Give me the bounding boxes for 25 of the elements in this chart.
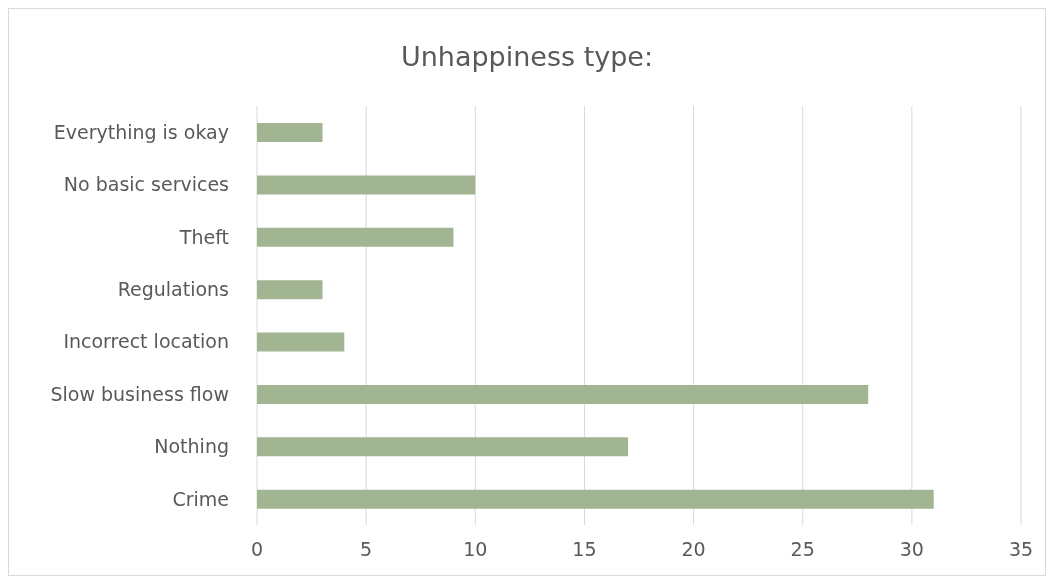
y-tick-label: Nothing bbox=[154, 435, 229, 458]
y-tick-label: No basic services bbox=[63, 173, 229, 196]
x-tick-label: 35 bbox=[1008, 538, 1034, 561]
y-tick-label: Crime bbox=[172, 487, 229, 510]
x-tick-label: 5 bbox=[360, 538, 373, 561]
bar bbox=[257, 280, 323, 300]
y-tick-label: Everything is okay bbox=[53, 120, 229, 143]
bar bbox=[257, 489, 934, 509]
x-tick-label: 25 bbox=[790, 538, 815, 561]
y-tick-label: Incorrect location bbox=[63, 330, 229, 353]
y-tick-label: Regulations bbox=[117, 278, 229, 301]
bar bbox=[257, 437, 629, 457]
x-tick-label: 0 bbox=[250, 538, 264, 561]
chart-title: Unhappiness type: bbox=[399, 40, 655, 74]
bar bbox=[257, 384, 869, 404]
y-tick-label: Slow business flow bbox=[50, 382, 229, 405]
bar bbox=[257, 227, 454, 247]
x-tick-label: 20 bbox=[681, 538, 706, 561]
y-tick-label: Theft bbox=[178, 225, 229, 248]
x-tick-label: 10 bbox=[463, 538, 488, 561]
x-tick-label: 30 bbox=[899, 538, 924, 561]
bar bbox=[257, 332, 345, 352]
x-tick-label: 15 bbox=[572, 538, 597, 561]
bar bbox=[257, 175, 476, 195]
bar bbox=[257, 123, 323, 142]
